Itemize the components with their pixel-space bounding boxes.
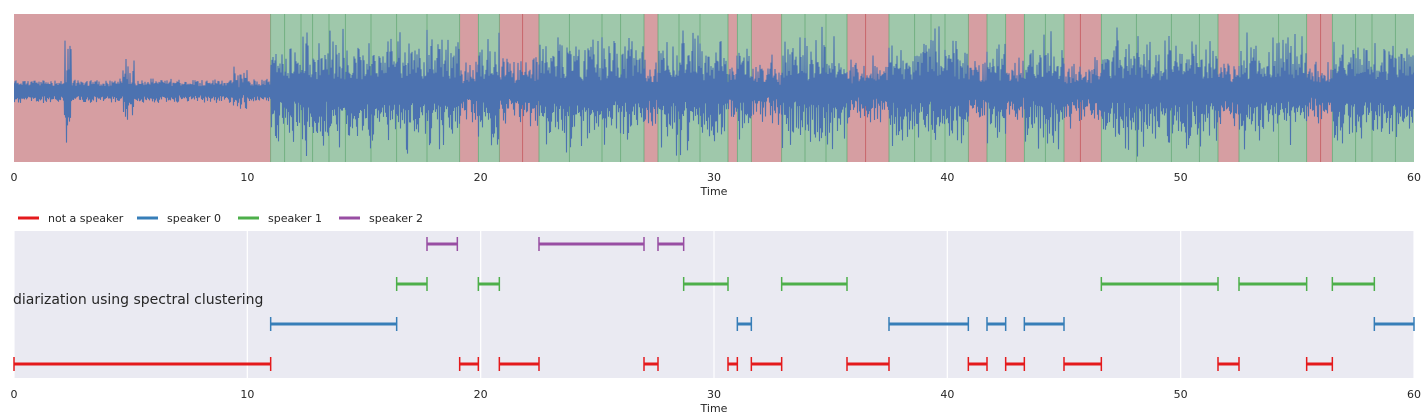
speaker-segment — [643, 357, 659, 371]
diarization-annotation: diarization using spectral clustering — [13, 292, 263, 308]
bottom-x-tick-label: 50 — [1174, 388, 1188, 401]
top-x-tick-label: 50 — [1174, 171, 1188, 184]
legend-label: speaker 1 — [268, 212, 322, 225]
speaker-segment — [13, 357, 272, 371]
bottom-x-ticks: 0 10 20 30 40 50 60 — [11, 388, 1422, 401]
speaker-segment — [682, 277, 729, 291]
speaker-segment — [1305, 357, 1334, 371]
speaker-segment — [780, 277, 848, 291]
top-x-tick-label: 60 — [1407, 171, 1421, 184]
legend-item: speaker 0 — [137, 212, 221, 225]
bottom-x-axis-title: Time — [700, 402, 728, 415]
speaker-segment — [538, 237, 645, 251]
speaker-segment — [498, 357, 540, 371]
bottom-x-tick-label: 40 — [940, 388, 954, 401]
speaker-segment — [1004, 357, 1026, 371]
legend: not a speaker speaker 0 speaker 1 speaker 2 — [18, 212, 423, 225]
speaker-segment — [846, 357, 890, 371]
top-x-axis-title: Time — [700, 185, 728, 198]
top-x-tick-label: 10 — [240, 171, 254, 184]
bottom-x-tick-label: 20 — [474, 388, 488, 401]
speaker-segment — [1100, 277, 1219, 291]
legend-item: not a speaker — [18, 212, 124, 225]
legend-item: speaker 1 — [238, 212, 322, 225]
speaker-segment — [750, 357, 783, 371]
speaker-segment — [458, 357, 480, 371]
speaker-segment — [269, 317, 398, 331]
top-x-tick-label: 0 — [11, 171, 18, 184]
speaker-segment — [657, 237, 685, 251]
speaker-segment — [1023, 317, 1065, 331]
speaker-segment — [1063, 357, 1103, 371]
speaker-segment — [986, 317, 1007, 331]
speaker-segment — [1238, 277, 1308, 291]
waveform-panel: 0 10 20 30 40 50 60 Time — [11, 14, 1422, 198]
speaker-segment — [426, 237, 459, 251]
top-x-ticks: 0 10 20 30 40 50 60 — [11, 171, 1422, 184]
bottom-x-tick-label: 10 — [240, 388, 254, 401]
top-x-tick-label: 20 — [474, 171, 488, 184]
bottom-x-tick-label: 30 — [707, 388, 721, 401]
speaker-segment — [1373, 317, 1415, 331]
diarization-panel: diarization using spectral clustering 0 1… — [11, 231, 1422, 415]
bottom-x-tick-label: 60 — [1407, 388, 1421, 401]
speaker-segment — [967, 357, 988, 371]
speaker-segment — [1331, 277, 1376, 291]
bottom-x-tick-label: 0 — [11, 388, 18, 401]
grid-lines — [13, 231, 1415, 378]
legend-label: speaker 2 — [369, 212, 423, 225]
waveform — [14, 26, 1414, 157]
legend-item: speaker 2 — [339, 212, 423, 225]
top-x-tick-label: 40 — [940, 171, 954, 184]
speaker-segment — [888, 317, 970, 331]
legend-label: not a speaker — [48, 212, 124, 225]
legend-label: speaker 0 — [167, 212, 221, 225]
top-x-tick-label: 30 — [707, 171, 721, 184]
speaker-segments — [13, 237, 1415, 371]
speaker-segment — [736, 317, 753, 331]
speaker-segment — [1217, 357, 1240, 371]
speaker-segment — [477, 277, 501, 291]
speaker-segment — [395, 277, 428, 291]
speaker-segment — [727, 357, 739, 371]
